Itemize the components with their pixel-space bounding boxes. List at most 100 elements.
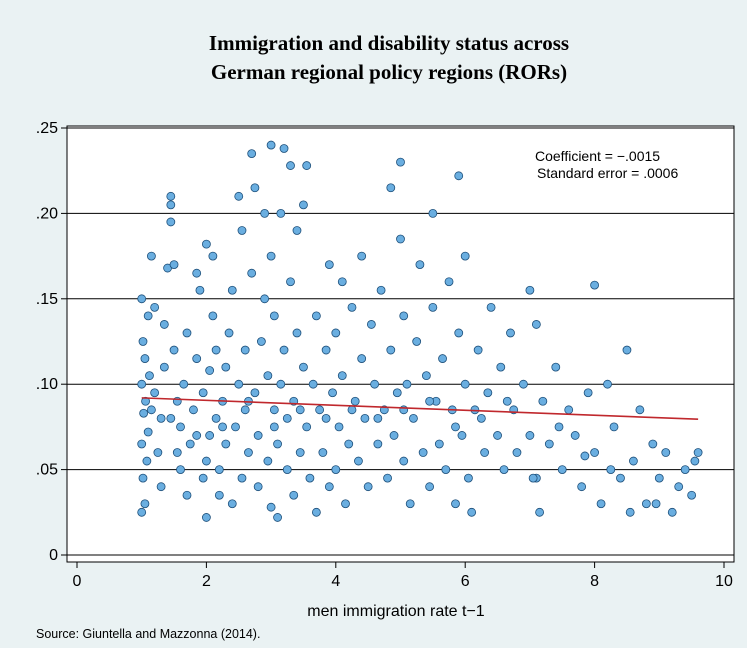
data-point <box>286 277 295 287</box>
data-point <box>143 311 153 321</box>
data-point <box>460 251 470 261</box>
data-point <box>166 200 176 210</box>
data-point <box>480 448 490 457</box>
data-point <box>396 157 405 167</box>
data-point <box>150 302 160 312</box>
data-point <box>269 405 279 415</box>
data-point <box>318 448 328 457</box>
x-tick-label: 10 <box>715 573 733 590</box>
data-point <box>263 371 273 381</box>
data-point <box>169 345 179 355</box>
data-point <box>273 439 282 449</box>
data-point <box>227 285 237 295</box>
data-point <box>502 396 512 406</box>
data-point <box>315 405 325 415</box>
data-point <box>360 413 370 423</box>
fit-line <box>141 397 699 421</box>
data-point <box>260 294 270 304</box>
data-point <box>276 208 286 218</box>
data-point <box>609 422 619 432</box>
data-point <box>444 277 454 287</box>
data-point <box>441 465 451 475</box>
data-point <box>292 328 302 338</box>
data-point <box>140 354 150 363</box>
data-point <box>311 507 321 517</box>
data-point <box>260 208 270 218</box>
data-point <box>240 405 250 415</box>
data-point <box>412 337 422 346</box>
data-point <box>493 431 502 440</box>
data-point <box>140 499 150 509</box>
data-point <box>324 482 334 492</box>
data-point <box>331 328 341 338</box>
coefficient-annotation: Coefficient = −.0015 <box>535 148 660 164</box>
y-tick-label: 0 <box>49 547 58 564</box>
data-point <box>370 379 380 389</box>
data-point <box>402 379 412 389</box>
data-point <box>179 379 189 389</box>
x-tick-label: 8 <box>590 573 599 590</box>
data-point <box>250 183 260 193</box>
data-point <box>240 345 250 355</box>
standard-error-annotation: Standard error = .0006 <box>537 165 678 181</box>
data-point <box>208 311 218 321</box>
data-point <box>347 405 357 415</box>
data-point <box>464 473 473 483</box>
data-point <box>211 345 221 355</box>
data-point <box>373 413 383 423</box>
data-point <box>583 388 593 398</box>
data-point <box>195 285 205 295</box>
data-point <box>467 507 477 517</box>
data-point <box>376 285 386 295</box>
data-point <box>535 507 545 517</box>
data-point <box>266 251 276 261</box>
data-point <box>201 239 211 249</box>
data-point <box>337 371 347 381</box>
data-point <box>185 439 195 449</box>
data-point <box>383 473 392 483</box>
data-point <box>392 388 402 398</box>
y-tick-label: .15 <box>36 291 58 308</box>
data-point <box>554 422 564 432</box>
data-point <box>137 379 147 389</box>
data-point <box>577 482 587 492</box>
data-point <box>176 465 185 475</box>
data-point <box>147 405 156 415</box>
data-point <box>247 149 257 159</box>
data-point <box>483 388 493 398</box>
data-point <box>590 280 599 290</box>
data-point <box>680 465 690 475</box>
plot-area <box>66 125 735 563</box>
data-point <box>451 422 460 432</box>
data-point <box>182 328 192 338</box>
data-point <box>266 140 276 150</box>
data-point <box>373 439 383 449</box>
data-point <box>221 439 231 449</box>
data-point <box>273 513 282 522</box>
data-point <box>159 362 169 372</box>
data-point <box>305 473 315 483</box>
data-point <box>421 371 431 381</box>
data-point <box>266 502 276 512</box>
data-point <box>138 473 148 483</box>
data-point <box>399 456 409 466</box>
data-point <box>237 473 247 483</box>
data-point <box>454 171 464 181</box>
data-point <box>344 439 354 449</box>
data-point <box>334 422 344 432</box>
data-point <box>192 431 202 440</box>
data-point <box>211 413 221 423</box>
data-point <box>457 431 467 440</box>
data-point <box>166 413 176 423</box>
chart-title-line2: German regional policy regions (RORs) <box>211 60 567 84</box>
data-point <box>218 422 227 432</box>
data-point <box>237 226 247 235</box>
data-point <box>399 311 409 321</box>
data-point <box>476 413 486 423</box>
data-point <box>651 499 661 509</box>
data-point <box>201 513 211 522</box>
data-point <box>354 456 363 466</box>
x-tick-label: 6 <box>461 573 470 590</box>
data-point <box>347 302 357 312</box>
